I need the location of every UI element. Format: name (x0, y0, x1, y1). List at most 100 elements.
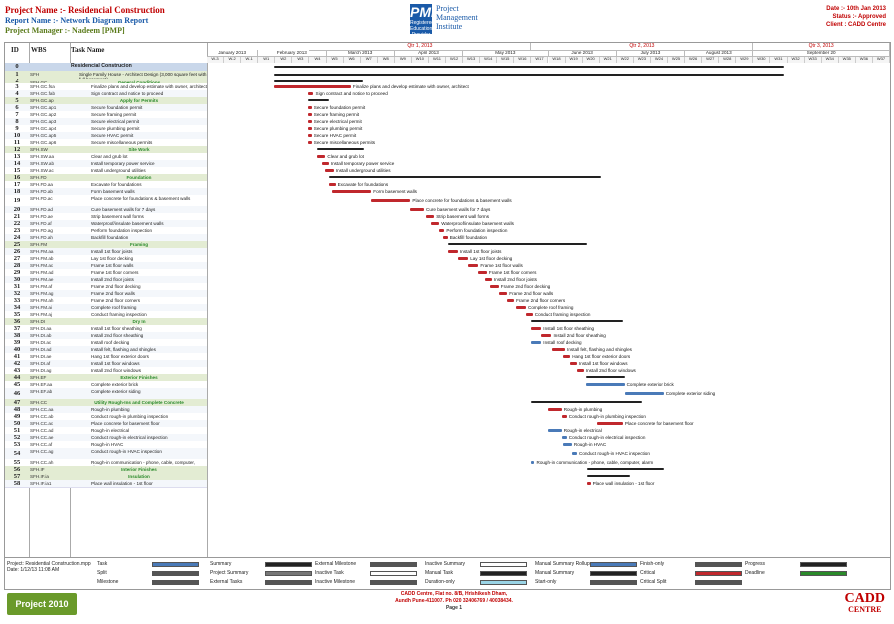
task-bar[interactable] (485, 278, 492, 281)
month-label: August 2013 (685, 50, 754, 57)
summary-bar[interactable] (308, 99, 329, 101)
task-id: 21 (13, 213, 21, 220)
task-bar[interactable] (308, 113, 312, 116)
task-bar[interactable] (308, 92, 314, 95)
task-bar[interactable] (548, 408, 562, 411)
summary-bar[interactable] (274, 79, 363, 82)
task-name: Framing (129, 242, 149, 247)
task-bar[interactable] (561, 415, 567, 418)
task-bar[interactable] (531, 341, 542, 344)
task-bar-label: Cure basement walls for 7 days (426, 206, 491, 212)
task-wbs: SFH.FM.ag (30, 291, 54, 296)
task-wbs: SFH.CC.ae (30, 435, 54, 440)
task-bar[interactable] (332, 190, 372, 193)
task-bar[interactable] (490, 285, 499, 288)
task-bar[interactable] (274, 85, 351, 88)
task-name: Install roof decking (91, 340, 130, 345)
task-bar-label: Rough-in communication - phone, cable, c… (536, 459, 654, 465)
legend-swatch (265, 580, 312, 585)
task-id: 32 (13, 290, 21, 297)
task-id: 15 (13, 167, 21, 174)
task-bar[interactable] (624, 392, 664, 395)
task-bar[interactable] (308, 134, 312, 137)
task-bar-label: Lay 1st floor decking (470, 255, 513, 261)
summary-bar[interactable] (587, 468, 664, 470)
task-bar[interactable] (430, 222, 440, 225)
task-bar[interactable] (442, 236, 448, 239)
task-bar[interactable] (515, 306, 526, 309)
task-id: 38 (13, 332, 21, 339)
task-bar[interactable] (551, 348, 566, 351)
week-label: W20 (582, 56, 600, 63)
task-bar[interactable] (371, 199, 411, 202)
task-bar[interactable] (587, 482, 591, 485)
task-bar[interactable] (541, 334, 552, 337)
summary-bar[interactable] (531, 401, 642, 403)
task-bar-label: Sign contract and notice to proceed (315, 90, 388, 96)
task-id: 36 (13, 318, 21, 325)
legend-swatch (152, 580, 199, 585)
task-bar[interactable] (498, 292, 508, 295)
week-label: W34 (821, 56, 839, 63)
task-bar[interactable] (531, 461, 535, 464)
week-label: W33 (804, 56, 822, 63)
task-bar[interactable] (561, 436, 567, 439)
task-name: Frame 2nd floor corners (91, 298, 141, 303)
summary-bar[interactable] (531, 320, 623, 322)
task-bar[interactable] (410, 208, 424, 211)
task-bar[interactable] (468, 264, 479, 267)
legend-swatch (265, 562, 312, 567)
task-wbs: SFH.CC (30, 400, 48, 405)
task-bar[interactable] (563, 355, 571, 358)
task-bar[interactable] (585, 383, 625, 386)
task-name: Install 2nd floor joists (91, 277, 134, 282)
week-label: W30 (753, 56, 771, 63)
task-bar[interactable] (425, 215, 435, 218)
task-bar[interactable] (526, 313, 533, 316)
task-bar[interactable] (308, 127, 312, 130)
week-label: W14 (480, 56, 498, 63)
month-label: March 2013 (326, 50, 395, 57)
table-row[interactable]: 58 SFH.IF.ia1 Place wall insulation - 1st … (5, 480, 207, 488)
task-bar[interactable] (308, 120, 312, 123)
task-name: Rough-in plumbing (91, 407, 130, 412)
task-bar[interactable] (447, 250, 458, 253)
task-bar[interactable] (458, 257, 469, 260)
week-label: W27 (702, 56, 720, 63)
task-name: Lay 1st floor decking (91, 256, 134, 261)
week-label: W9 (394, 56, 412, 63)
task-bar[interactable] (478, 271, 487, 274)
task-bar[interactable] (570, 362, 577, 365)
task-bar[interactable] (507, 299, 515, 302)
task-bar-label: Excavate for foundations (337, 181, 389, 187)
summary-bar[interactable] (328, 176, 601, 178)
task-bar[interactable] (308, 106, 312, 109)
month-label: June 2013 (548, 50, 617, 57)
task-bar[interactable] (439, 229, 445, 232)
task-wbs: SFH.FM.ah (30, 298, 54, 303)
month-label: May 2013 (463, 50, 549, 57)
task-bar[interactable] (548, 429, 562, 432)
summary-bar[interactable] (447, 243, 588, 245)
task-bar[interactable] (328, 183, 336, 186)
task-wbs: SFH.IF.ia1 (30, 481, 52, 486)
task-bar[interactable] (325, 169, 334, 172)
task-bar[interactable] (316, 155, 326, 158)
summary-bar[interactable] (316, 148, 365, 150)
summary-bar[interactable] (274, 65, 785, 68)
summary-bar[interactable] (585, 376, 625, 378)
summary-bar[interactable] (587, 475, 630, 477)
task-id: 23 (13, 227, 21, 234)
task-bar[interactable] (577, 369, 584, 372)
task-bar-label: Frame 1st floor corners (488, 269, 537, 275)
task-bar[interactable] (563, 443, 572, 446)
task-bar[interactable] (322, 162, 329, 165)
task-bar[interactable] (571, 452, 577, 455)
task-bar[interactable] (531, 327, 542, 330)
legend-item: Critical Split (640, 579, 667, 585)
task-bar[interactable] (308, 141, 312, 144)
task-wbs: SFH.DI.ag (30, 368, 52, 373)
task-bar-label: Secure miscellaneous permits (313, 139, 376, 145)
summary-bar[interactable] (274, 73, 785, 76)
task-bar[interactable] (597, 422, 623, 425)
